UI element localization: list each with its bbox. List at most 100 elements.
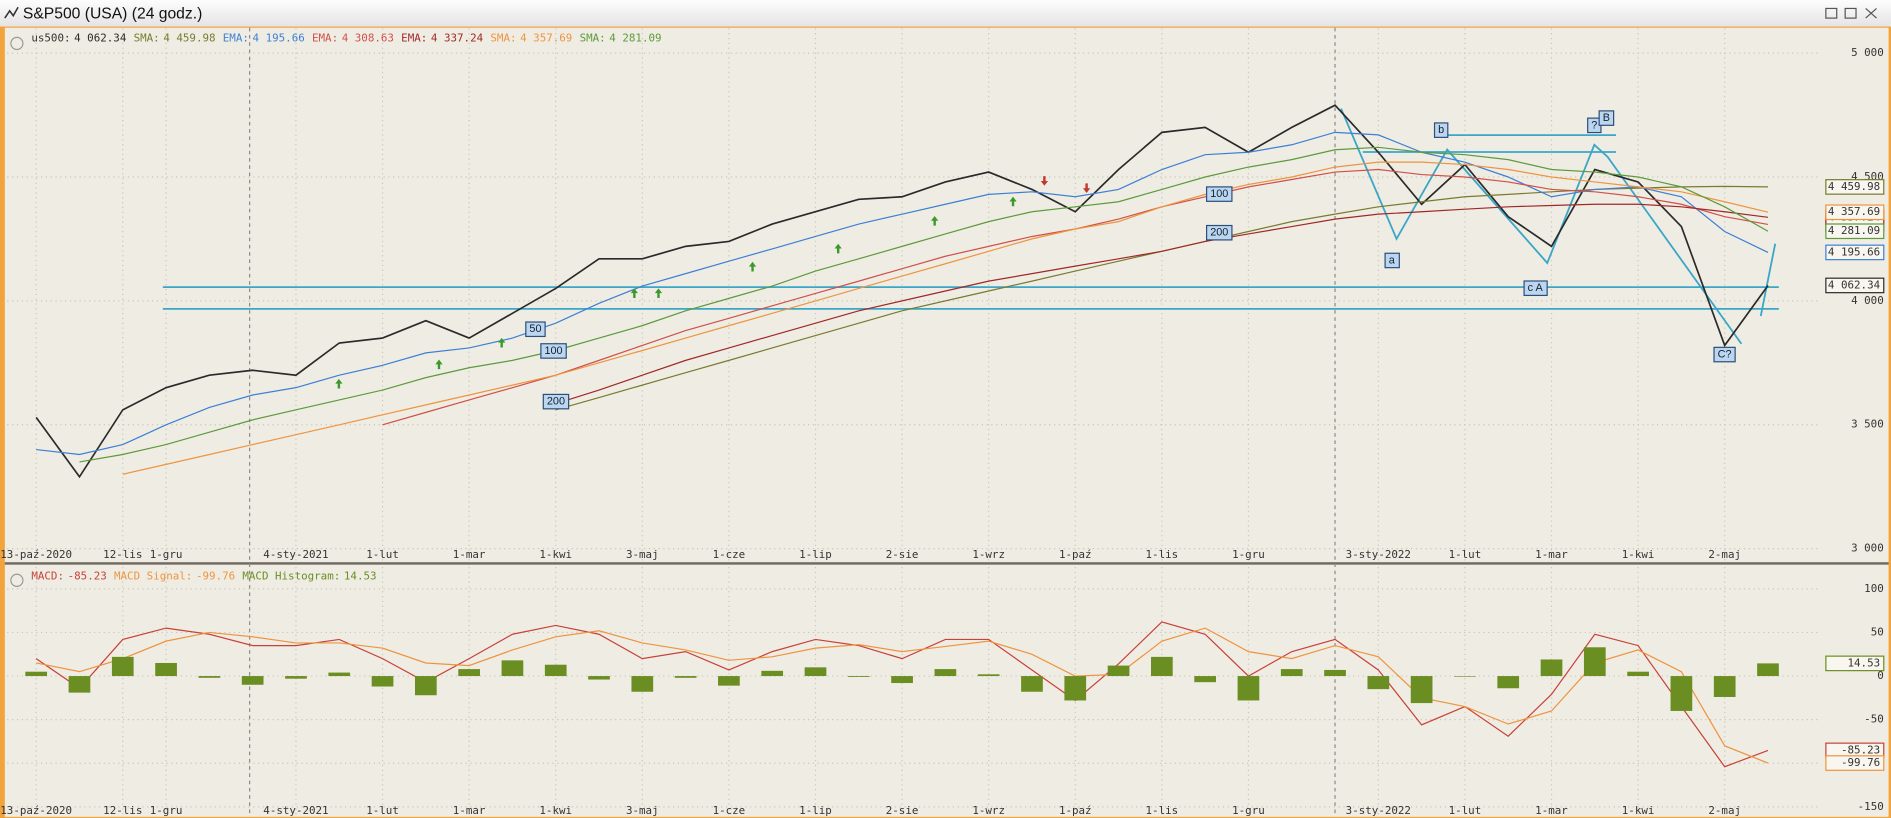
x-tick-label: 2-maj — [1708, 548, 1741, 561]
x-tick-label: 13-paź-2020 — [0, 804, 72, 817]
histogram-bar — [1367, 676, 1390, 690]
panel-handle[interactable] — [10, 36, 24, 51]
x-tick-label: 1-lip — [799, 804, 832, 817]
legend-value: 4 281.09 — [609, 32, 661, 45]
annotation-box — [1433, 122, 1449, 138]
buy-arrow — [498, 337, 506, 348]
macd-panel — [4, 564, 1889, 817]
x-tick-label: 3-sty-2022 — [1346, 804, 1411, 817]
value-box — [1825, 179, 1885, 195]
annotation: C? — [1718, 349, 1732, 361]
y-tick-label: 3 500 — [1851, 418, 1884, 431]
histogram-bar — [68, 676, 91, 693]
series-line — [555, 203, 1769, 405]
y-tick-label: 100 — [1864, 582, 1884, 595]
histogram-bar — [804, 667, 827, 677]
histogram-bar — [1410, 676, 1433, 704]
annotation-box — [1205, 224, 1233, 241]
histogram-bar — [25, 671, 48, 677]
x-tick-label: 2-sie — [886, 548, 919, 561]
x-tick-label: 2-sie — [886, 804, 919, 817]
annotation: 200 — [1210, 227, 1228, 239]
histogram-bar — [1670, 676, 1693, 711]
x-tick-label: 1-gru — [1232, 548, 1265, 561]
x-tick-label: 4-sty-2021 — [263, 804, 328, 817]
legend-value: 4 337.24 — [431, 32, 484, 45]
value-box — [1825, 223, 1885, 240]
x-tick-label: 1-lut — [366, 548, 399, 561]
legend-name: EMA: — [223, 32, 249, 45]
histogram-bar — [1497, 676, 1520, 689]
legend-name: SMA: — [490, 32, 516, 45]
histogram-bar — [1757, 663, 1779, 677]
x-tick-label: 12-lis — [103, 548, 142, 561]
annotation: 50 — [529, 323, 541, 335]
annotation-box — [542, 393, 570, 410]
x-tick-label: 1-lut — [1449, 804, 1482, 817]
value-label: 4 459.98 — [1828, 180, 1880, 193]
annotation: B — [1603, 112, 1610, 124]
histogram-bar — [631, 676, 654, 692]
value-box — [1825, 755, 1885, 771]
legend-value: 4 357.69 — [520, 32, 572, 45]
legend-value: -85.23 — [68, 570, 107, 583]
histogram-bar — [674, 676, 697, 678]
x-tick-label: 1-mar — [1535, 804, 1568, 817]
series-line — [36, 627, 1769, 764]
annotation: a — [1389, 254, 1396, 266]
value-label: 4 281.09 — [1828, 224, 1880, 237]
legend-value: 4 195.66 — [253, 32, 305, 45]
legend-value: 14.53 — [344, 570, 377, 583]
x-tick-label: 1-kwi — [1622, 804, 1655, 817]
x-tick-label: 1-mar — [453, 548, 486, 561]
x-tick-label: 2-maj — [1708, 804, 1741, 817]
x-tick-label: 1-kwi — [539, 548, 572, 561]
histogram-bar — [1454, 676, 1476, 677]
histogram-bar — [934, 669, 957, 677]
legend-name: EMA: — [401, 32, 427, 45]
value-label: 14.53 — [1847, 656, 1880, 669]
panel-handle[interactable] — [10, 573, 24, 587]
histogram-bar — [544, 664, 567, 677]
annotation: c A — [1528, 282, 1544, 294]
buy-arrow — [335, 378, 343, 389]
legend-value: 4 062.34 — [74, 32, 127, 45]
annotation-box — [1205, 186, 1233, 202]
data-layer — [25, 104, 1779, 768]
close-button[interactable] — [1865, 7, 1877, 19]
maximize-button[interactable] — [1844, 7, 1857, 19]
series-line — [35, 621, 1769, 768]
histogram-bar — [458, 669, 480, 677]
histogram-bar — [414, 676, 437, 696]
histogram-bar — [588, 676, 610, 680]
x-tick-label: 1-mar — [1535, 548, 1568, 561]
series-line — [79, 146, 1769, 463]
x-tick-label: 1-wrz — [972, 804, 1005, 817]
restore-button[interactable] — [1825, 7, 1838, 19]
histogram-bar — [285, 676, 307, 679]
x-tick-label: 12-lis — [103, 804, 142, 817]
legend-name: MACD Signal: — [114, 570, 192, 583]
value-label: 4 195.66 — [1828, 245, 1880, 258]
series-line — [35, 104, 1769, 479]
histogram-bar — [241, 676, 264, 685]
sell-arrow — [1040, 176, 1049, 186]
annotation-box — [525, 321, 546, 338]
annotation: b — [1438, 124, 1444, 136]
x-tick-label: 1-paź — [1059, 548, 1092, 561]
histogram-bar — [1540, 659, 1563, 677]
legend: us500: 4 062.34 SMA: 4 459.98 EMA: 4 195.66 EM… — [31, 32, 661, 45]
legend-name: SMA: — [580, 32, 606, 45]
value-box — [1825, 655, 1885, 672]
legend-value: 4 308.63 — [342, 32, 394, 45]
y-tick-label: -150 — [1858, 800, 1884, 813]
histogram-bar — [1280, 669, 1303, 677]
legend-value: 4 459.98 — [163, 32, 215, 45]
x-tick-label: 1-lip — [799, 548, 832, 561]
histogram-bar — [977, 674, 1000, 677]
value-label: -85.23 — [1841, 743, 1880, 756]
histogram-bar — [1107, 665, 1130, 677]
buy-arrow — [435, 359, 443, 370]
